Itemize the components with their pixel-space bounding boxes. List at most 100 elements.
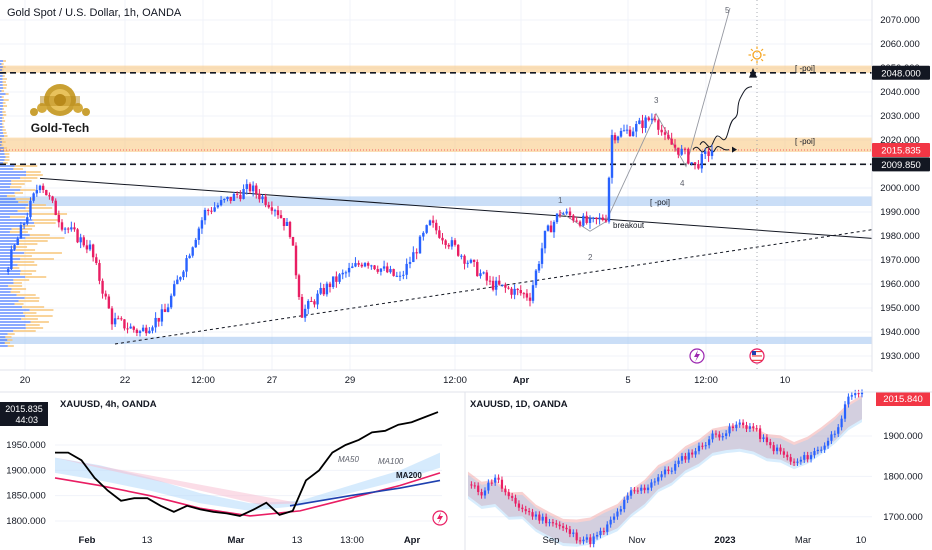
candle-body: [667, 134, 670, 139]
xauusd-1d-pane[interactable]: XAUUSD, 1D, OANDA 2015.840 1900.000 1800.00…: [0, 389, 932, 550]
candle-body: [29, 200, 32, 218]
x-tick-label: 13:00: [340, 535, 364, 546]
candle-body: [631, 131, 635, 137]
volume-profile-bar: [2, 78, 7, 80]
candle-body: [197, 228, 201, 240]
candle-body: [604, 220, 608, 222]
volume-profile-bar: [13, 330, 36, 332]
volume-profile-bar: [12, 246, 28, 248]
candle-body: [667, 469, 670, 471]
candle-body: [693, 162, 697, 165]
candle-body: [638, 120, 641, 124]
volume-profile-bar: [0, 93, 6, 95]
candle-body: [157, 317, 160, 322]
volume-profile-bar: [16, 294, 36, 296]
candle-body: [48, 195, 51, 197]
price-level-badge: [872, 65, 930, 80]
candle-body: [677, 147, 680, 155]
candle-body: [229, 196, 232, 201]
volume-profile-bar: [0, 117, 3, 119]
volume-profile-bar: [0, 213, 29, 215]
candle-body: [60, 222, 64, 230]
candle-body: [528, 511, 531, 513]
volume-profile-bar: [0, 306, 23, 308]
candle-body: [504, 284, 507, 288]
volume-profile-bar: [0, 111, 3, 113]
candle-body: [633, 490, 636, 492]
candle-body: [485, 272, 489, 281]
volume-profile-bar: [10, 291, 21, 293]
candle-body: [517, 503, 521, 508]
candle-body: [548, 522, 551, 524]
candle-body: [41, 185, 45, 190]
candle-body: [534, 270, 538, 286]
candle-body: [524, 509, 527, 512]
volume-profile-bar: [0, 180, 12, 182]
candle-body: [572, 215, 575, 221]
volume-profile-bar: [25, 324, 40, 326]
volume-profile-bar: [0, 342, 5, 344]
volume-profile-bar: [17, 210, 31, 212]
volume-profile-bar: [0, 273, 21, 275]
candle-body: [623, 499, 626, 510]
price-tick-label: 1990.000: [880, 207, 920, 218]
candle-body: [282, 218, 286, 226]
candle-body: [660, 129, 663, 133]
candle-body: [677, 460, 680, 464]
volume-profile-bar: [15, 249, 36, 251]
volume-profile-bar: [0, 150, 4, 152]
volume-profile-bar: [0, 300, 19, 302]
volume-profile-bar: [0, 276, 26, 278]
volume-profile-bar: [2, 66, 6, 68]
candle-body: [820, 449, 823, 451]
ma-band-red: [55, 457, 300, 505]
volume-profile-bar: [2, 141, 6, 143]
candle-body: [210, 210, 213, 212]
volume-profile-bar: [0, 231, 10, 233]
candle-body: [823, 445, 826, 450]
candle-body: [513, 288, 516, 295]
candle-body: [653, 118, 657, 121]
volume-profile-bar: [25, 276, 47, 278]
xauusd-4h-pane[interactable]: XAUUSD, 4h, OANDA MA50 MA100 MA200 2015.8354…: [0, 392, 465, 550]
candle-body: [251, 185, 255, 192]
candle-body: [525, 293, 529, 298]
sun-icon: [748, 46, 766, 64]
time-tick-label: 29: [345, 375, 356, 386]
x-tick-label: Mar: [228, 535, 245, 546]
candle-body: [498, 280, 501, 285]
volume-profile-bar: [1, 96, 4, 98]
volume-profile-bar: [0, 270, 21, 272]
time-tick-label: 22: [120, 375, 131, 386]
candle-body: [450, 240, 454, 247]
candle-body: [833, 433, 836, 435]
candle-body: [166, 307, 170, 312]
volume-profile-bar: [0, 216, 10, 218]
volume-profile-bar: [0, 153, 5, 155]
sun-icon-ray: [760, 48, 764, 52]
volume-profile-bar: [3, 162, 8, 164]
candle-body: [488, 280, 492, 282]
candle-body: [507, 492, 510, 497]
logo-text: Gold-Tech: [31, 121, 89, 135]
candle-body: [643, 487, 646, 491]
candle-body: [622, 130, 626, 132]
lightning-event-icon-bolt: [437, 512, 443, 524]
y-tick-label: 1900.000: [883, 431, 923, 442]
volume-profile-bar: [3, 99, 9, 101]
candle-body: [213, 207, 216, 212]
volume-profile-bar: [2, 69, 4, 71]
main-zones: [ -poi] [ -poi] [ -poi]: [0, 64, 872, 344]
candle-body: [796, 461, 799, 463]
candle-body: [714, 433, 718, 435]
candle-body: [860, 392, 864, 395]
candle-body: [690, 162, 693, 164]
annotations: 1 2 3 4 5 breakout: [558, 6, 766, 364]
volume-profile-bar: [23, 312, 37, 314]
candle-body: [188, 255, 191, 259]
candle-body: [235, 193, 239, 195]
candle-body: [26, 217, 29, 224]
volume-profile-bar: [3, 87, 7, 89]
volume-profile-bar: [2, 75, 5, 77]
